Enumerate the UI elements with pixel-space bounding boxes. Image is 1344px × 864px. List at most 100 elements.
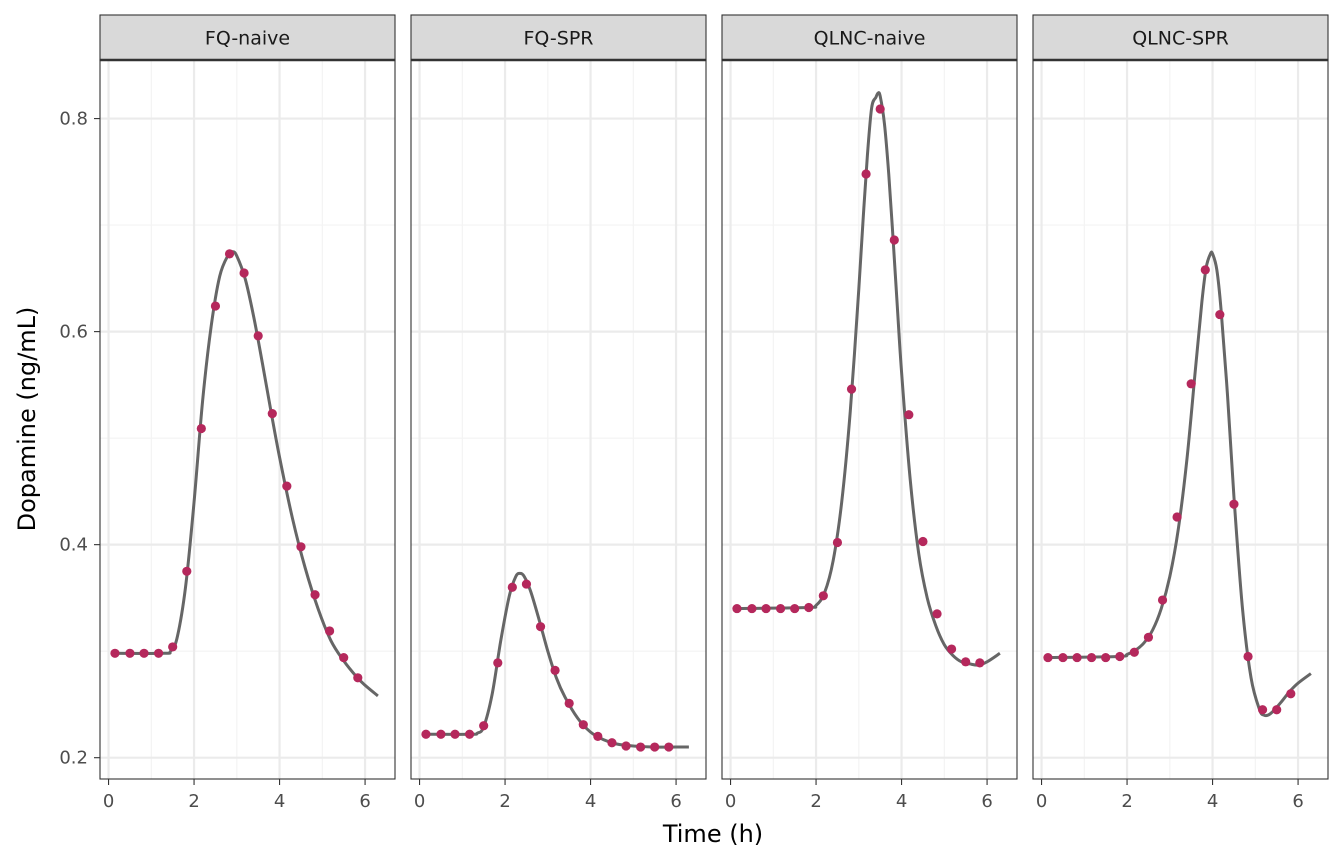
data-point [182, 566, 192, 576]
y-tick-label: 0.6 [59, 322, 88, 343]
data-point [196, 423, 206, 434]
data-point [210, 301, 221, 311]
data-point [1101, 652, 1111, 663]
data-point [946, 644, 957, 654]
data-point [353, 673, 363, 683]
data-point [775, 603, 786, 614]
x-tick-label: 2 [810, 791, 821, 812]
data-point [296, 542, 306, 552]
data-point [450, 729, 460, 739]
data-point [421, 729, 431, 739]
data-point [521, 579, 532, 589]
fitted-curve [734, 91, 1001, 667]
data-point [747, 603, 757, 614]
facet-label: QLNC-naive [814, 28, 926, 50]
data-point [436, 729, 446, 739]
data-point [732, 603, 742, 614]
x-tick-label: 2 [1121, 791, 1132, 812]
y-axis-title: Dopamine (ng/mL) [13, 307, 41, 532]
data-point [1200, 265, 1210, 275]
x-tick-label: 0 [1036, 791, 1047, 812]
data-point [110, 648, 120, 658]
x-tick-label: 6 [670, 791, 681, 812]
y-tick-label: 0.2 [59, 748, 88, 769]
data-point [253, 331, 263, 341]
x-tick-label: 2 [499, 791, 510, 812]
facet-strip [99, 14, 396, 61]
data-point [125, 648, 135, 658]
data-point [889, 235, 899, 245]
y-tick-label: 0.4 [59, 535, 88, 556]
data-point [464, 729, 475, 739]
facet-strip [1032, 14, 1329, 61]
data-point [339, 652, 349, 663]
x-tick-label: 4 [1207, 791, 1218, 812]
x-tick-label: 4 [896, 791, 907, 812]
data-point [1043, 652, 1053, 663]
data-point [790, 603, 800, 614]
facet-label: FQ-naive [205, 28, 290, 50]
data-point [818, 591, 828, 601]
panel-fq-naive: FQ-naive 0 2 4 6 0.2 0.4 0.6 0.8 [59, 14, 396, 812]
data-point [875, 104, 885, 114]
data-point [846, 384, 857, 394]
data-point [224, 249, 235, 259]
data-point [861, 169, 871, 179]
data-point [1072, 652, 1082, 663]
data-point [1115, 651, 1125, 662]
data-point [1129, 647, 1139, 657]
panel-background [722, 60, 1017, 779]
data-point [804, 602, 814, 613]
y-tick-label: 0.8 [59, 109, 88, 130]
data-point [1272, 705, 1282, 715]
data-point [932, 609, 942, 619]
facet-strip [721, 14, 1018, 61]
panel-qlnc-spr: QLNC-SPR 0 2 4 6 [1032, 14, 1329, 812]
data-point [1058, 652, 1068, 663]
x-axis-title: Time (h) [662, 820, 763, 848]
panel-qlnc-naive: QLNC-naive 0 2 4 6 [721, 14, 1018, 812]
data-point [1143, 632, 1154, 642]
data-point [975, 658, 985, 668]
fitted-curve [423, 571, 689, 749]
x-tick-label: 6 [1292, 791, 1303, 812]
data-point [1157, 595, 1168, 605]
fitted-curve [1045, 250, 1312, 718]
data-point [479, 721, 489, 731]
data-point [282, 481, 292, 491]
data-point [324, 626, 335, 636]
data-point [1172, 512, 1182, 522]
x-tick-label: 2 [188, 791, 199, 812]
data-point [1086, 652, 1097, 663]
data-point [635, 742, 646, 752]
data-point [310, 590, 320, 600]
data-point [1186, 379, 1196, 389]
panel-background [411, 60, 706, 779]
data-point [550, 665, 560, 675]
facet-label: FQ-SPR [524, 28, 594, 50]
data-point [153, 648, 164, 658]
data-point [904, 410, 914, 420]
panel-fq-spr: FQ-SPR 0 2 4 6 [410, 14, 707, 812]
data-point [535, 622, 546, 632]
panels-layer: FQ-naive 0 2 4 6 0.2 0.4 0.6 0.8 FQ-SPR 0 2 4 6 QLNC-n… [59, 14, 1329, 812]
data-point [664, 742, 674, 752]
data-point [761, 603, 771, 614]
data-point [139, 648, 149, 658]
data-point [578, 720, 588, 730]
x-tick-label: 0 [725, 791, 736, 812]
panel-background [1033, 60, 1328, 779]
x-tick-label: 4 [585, 791, 596, 812]
data-point [507, 582, 517, 592]
data-point [1229, 499, 1239, 509]
x-tick-label: 6 [359, 791, 370, 812]
x-tick-label: 0 [103, 791, 114, 812]
data-point [1257, 705, 1268, 715]
data-point [1286, 689, 1296, 699]
data-point [650, 742, 660, 752]
data-point [593, 731, 603, 741]
data-point [961, 657, 971, 667]
data-point [1243, 651, 1253, 662]
data-point [493, 658, 503, 668]
